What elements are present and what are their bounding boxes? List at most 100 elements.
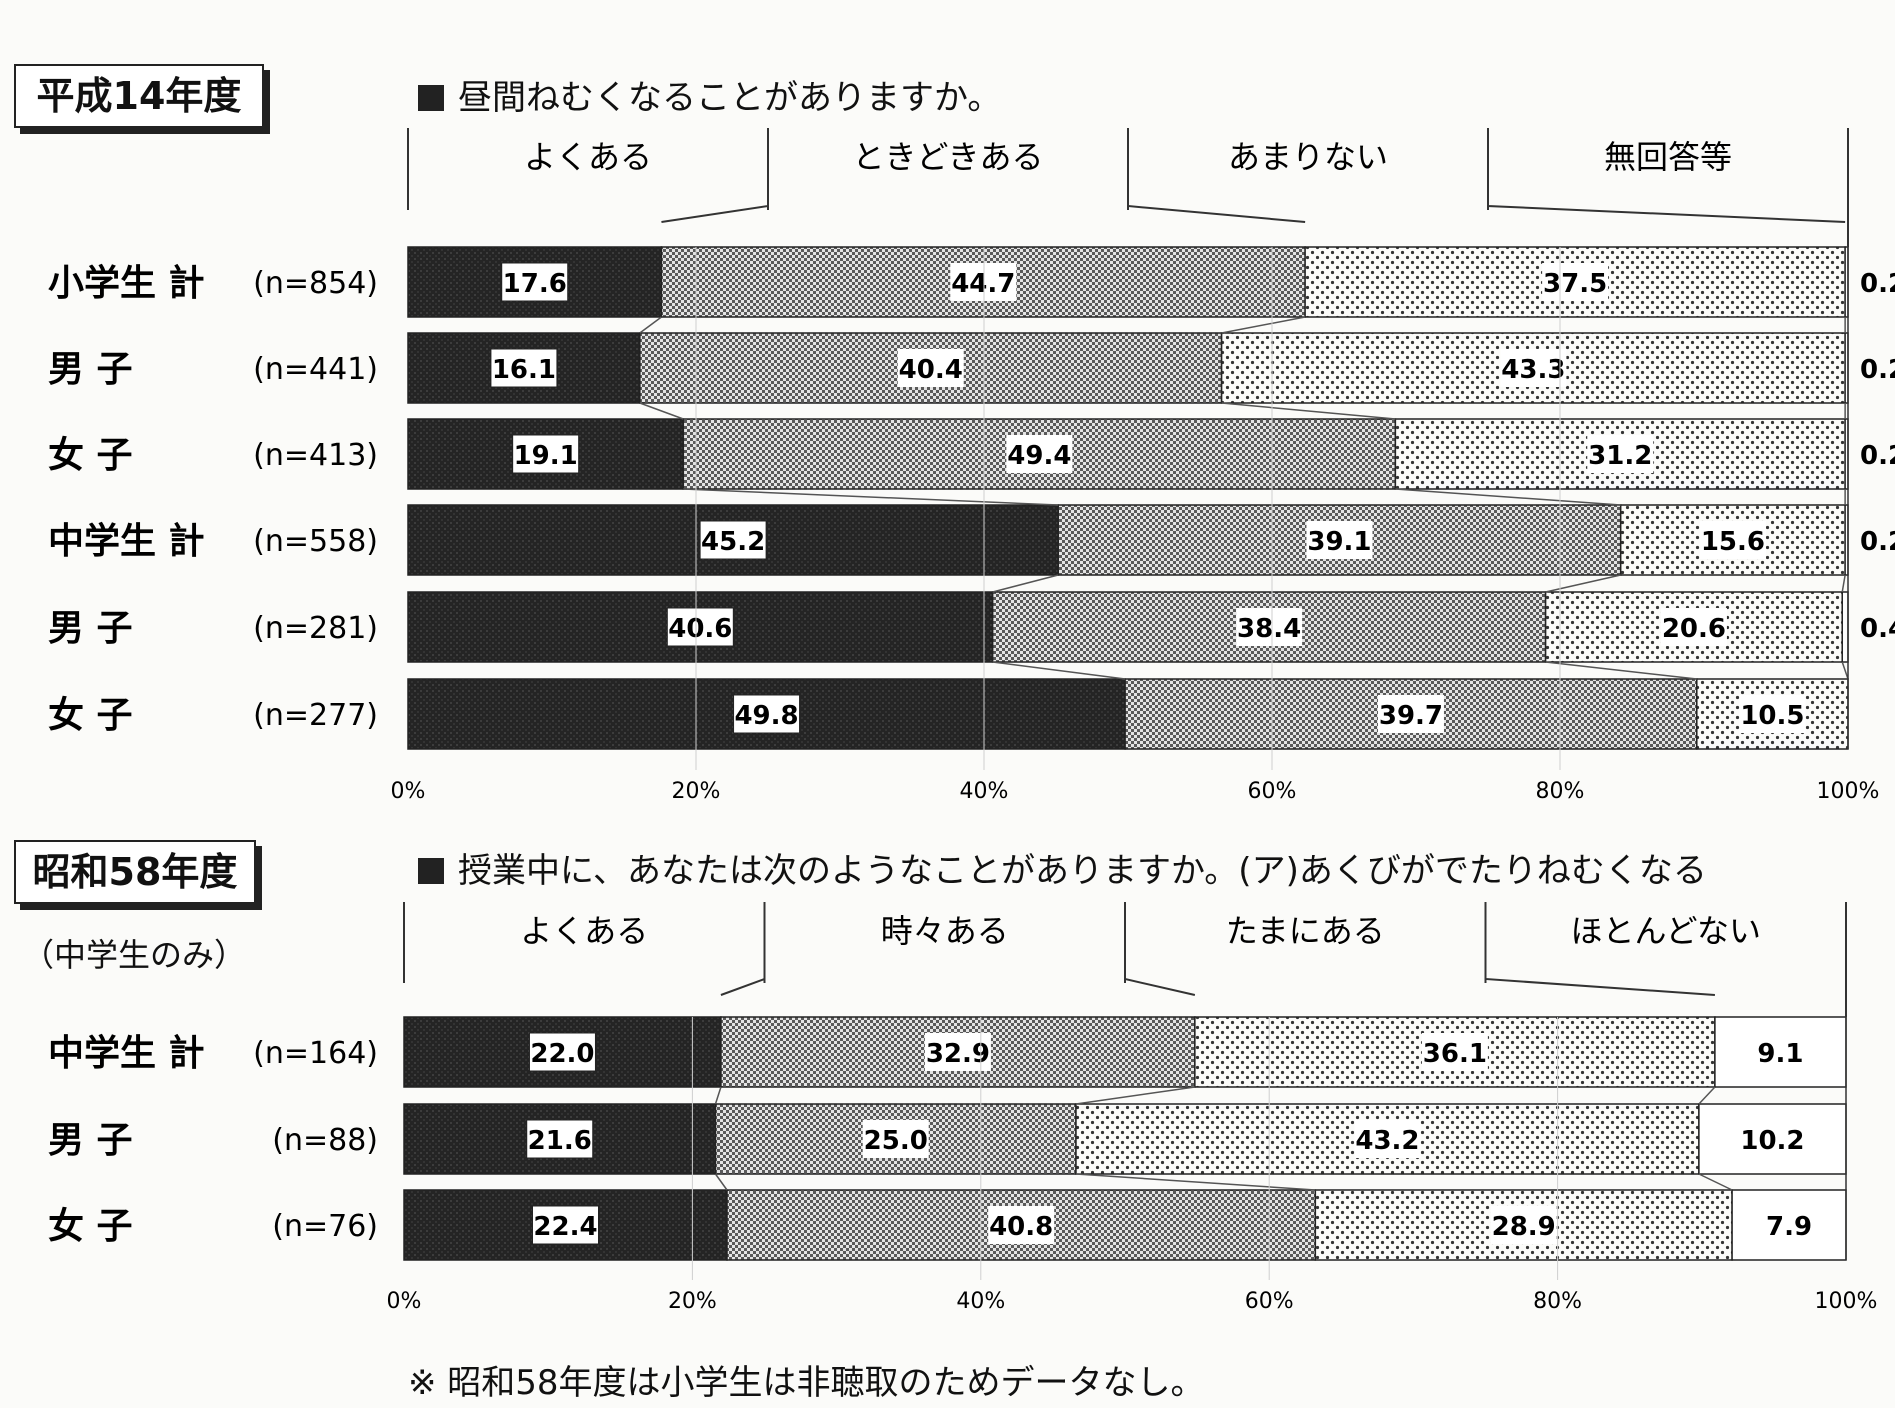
data-label: 49.4 — [1007, 441, 1071, 471]
data-label: 20.6 — [1662, 614, 1726, 644]
row-n-label: (n=76) — [272, 1209, 378, 1244]
data-label: 43.2 — [1355, 1126, 1419, 1156]
x-tick-label: 20% — [672, 779, 721, 804]
legend-label: 無回答等 — [1604, 138, 1732, 176]
data-label-box — [1542, 263, 1609, 301]
data-label-box — [501, 262, 569, 302]
data-label: 36.1 — [1423, 1039, 1487, 1069]
row-label: 男 子 — [48, 349, 133, 390]
legend-label: たまにある — [1226, 912, 1385, 950]
row-label: 男 子 — [48, 1120, 133, 1161]
data-label: 0.2 — [1860, 355, 1895, 385]
connector-line — [639, 316, 662, 334]
row-n-label: (n=441) — [253, 352, 378, 387]
data-label: 37.5 — [1543, 269, 1607, 299]
x-tick-label: 100% — [1815, 1289, 1878, 1314]
chart-title-s58: 授業中に、あなたは次のようなことがありますか。(ア)あくびがでたりねむくなる — [418, 843, 1707, 892]
data-label-box — [528, 1032, 596, 1072]
bar-segment — [1124, 678, 1698, 750]
connector-line — [714, 1173, 728, 1191]
row-label: 女 子 — [48, 1206, 133, 1247]
data-label: 10.5 — [1740, 701, 1804, 731]
row-label: 男 子 — [48, 608, 133, 649]
data-label: 0.2 — [1860, 441, 1895, 471]
data-label: 21.6 — [528, 1126, 592, 1156]
data-label-box — [1753, 1033, 1807, 1071]
data-label: 49.8 — [734, 701, 798, 731]
data-label-box — [1354, 1120, 1421, 1158]
x-tick-label: 80% — [1536, 779, 1585, 804]
connector-line — [1221, 316, 1306, 334]
data-label: 39.1 — [1307, 527, 1371, 557]
chart-h14: 小学生 計 (n=854) 17.6 44.7 37.5 0.2 男 子 (n=441) 16.… — [48, 128, 1895, 804]
data-label: 15.6 — [1701, 527, 1765, 557]
connector-line — [1395, 488, 1621, 506]
row-label: 中学生 計 — [48, 520, 205, 562]
x-tick-label: 80% — [1533, 1289, 1582, 1314]
row-n-label: (n=164) — [253, 1036, 378, 1071]
chart-title-text: 昼間ねむくなることがありますか。 — [458, 78, 1002, 118]
data-label: 31.2 — [1588, 441, 1652, 471]
data-label: 17.6 — [503, 269, 567, 299]
connector-line — [1221, 402, 1396, 420]
legend-label: 時々ある — [881, 912, 1009, 950]
connector-line — [1075, 1173, 1316, 1191]
bar-segment — [1057, 504, 1622, 576]
legend-label: よくある — [524, 138, 652, 176]
data-label-box — [1377, 695, 1444, 733]
x-tick-label: 60% — [1248, 779, 1297, 804]
data-label: 22.0 — [530, 1039, 594, 1069]
data-label: 9.1 — [1757, 1039, 1803, 1069]
data-label: 38.4 — [1237, 614, 1301, 644]
connector-line — [639, 402, 684, 420]
row-n-label: (n=277) — [253, 698, 378, 733]
data-label: 25.0 — [864, 1126, 928, 1156]
row-n-label: (n=281) — [253, 611, 378, 646]
chart-title-text: 授業中に、あなたは次のようなことがありますか。(ア)あくびがでたりねむくなる — [458, 851, 1707, 891]
data-label: 32.9 — [926, 1039, 990, 1069]
data-label: 44.7 — [951, 269, 1015, 299]
data-label: 40.8 — [989, 1212, 1053, 1242]
row-label: 女 子 — [48, 435, 133, 476]
legend-label: ほとんどない — [1571, 912, 1761, 950]
data-label-box — [526, 1119, 594, 1159]
data-label-box — [924, 1033, 991, 1071]
data-label-box — [1421, 1033, 1488, 1071]
data-label-box — [1587, 435, 1654, 473]
data-label-box — [1490, 1206, 1557, 1244]
connector-line — [1545, 574, 1621, 593]
row-n-label: (n=854) — [253, 266, 378, 301]
data-label-box — [1762, 1206, 1816, 1244]
data-label-box — [1739, 695, 1806, 733]
data-label-box — [950, 263, 1017, 301]
square-bullet-icon — [418, 858, 444, 884]
connector-line — [1075, 1086, 1195, 1105]
bar-segment — [407, 246, 663, 318]
legend-bracket-right — [661, 128, 769, 223]
data-label: 0.2 — [1860, 527, 1895, 557]
data-label-box — [1699, 521, 1766, 559]
period-label-s58: 昭和58年度 — [14, 840, 256, 904]
row-label: 女 子 — [48, 695, 133, 736]
connector-line — [1698, 1173, 1733, 1191]
x-tick-label: 0% — [387, 1289, 422, 1314]
data-label: 40.4 — [899, 355, 963, 385]
data-label-box — [532, 1205, 600, 1245]
data-label: 39.7 — [1379, 701, 1443, 731]
data-label: 40.6 — [668, 614, 732, 644]
data-label-box — [1739, 1120, 1806, 1158]
data-label-box — [1236, 608, 1303, 646]
data-label-box — [490, 348, 558, 388]
connector-line — [992, 574, 1059, 593]
chart-title-h14: 昼間ねむくなることがありますか。 — [418, 70, 1001, 119]
row-n-label: (n=88) — [272, 1123, 378, 1158]
data-label-box — [512, 434, 580, 474]
data-label-box — [1660, 608, 1727, 646]
data-label-box — [897, 349, 964, 387]
chart-s58: 中学生 計 (n=164) 22.0 32.9 36.1 9.1 男 子 (n=88) 21.6… — [48, 902, 1877, 1314]
data-label: 19.1 — [514, 441, 578, 471]
connector-line — [683, 488, 1059, 506]
x-tick-label: 20% — [668, 1289, 717, 1314]
